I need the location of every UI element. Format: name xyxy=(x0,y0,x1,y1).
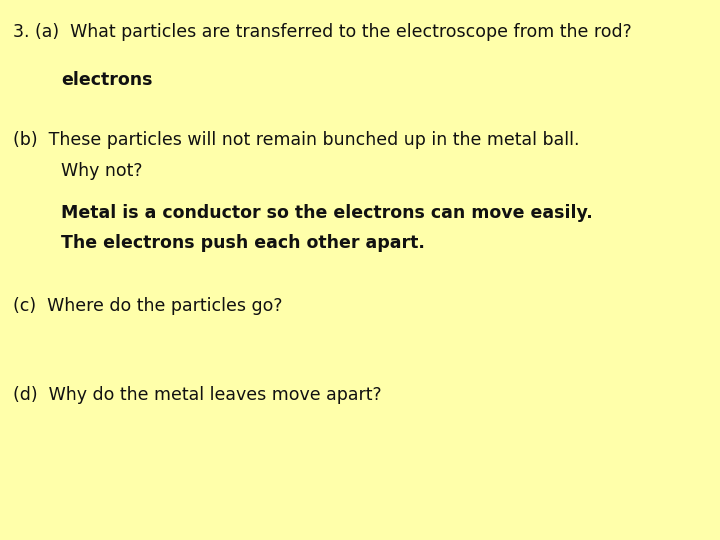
Text: (b)  These particles will not remain bunched up in the metal ball.: (b) These particles will not remain bunc… xyxy=(13,131,580,149)
Text: Metal is a conductor so the electrons can move easily.: Metal is a conductor so the electrons ca… xyxy=(61,204,593,222)
Text: (c)  Where do the particles go?: (c) Where do the particles go? xyxy=(13,297,282,315)
Text: The electrons push each other apart.: The electrons push each other apart. xyxy=(61,234,425,252)
Text: Why not?: Why not? xyxy=(61,162,143,180)
Text: (d)  Why do the metal leaves move apart?: (d) Why do the metal leaves move apart? xyxy=(13,386,382,404)
Text: 3. (a)  What particles are transferred to the electroscope from the rod?: 3. (a) What particles are transferred to… xyxy=(13,23,631,40)
Text: electrons: electrons xyxy=(61,71,153,89)
